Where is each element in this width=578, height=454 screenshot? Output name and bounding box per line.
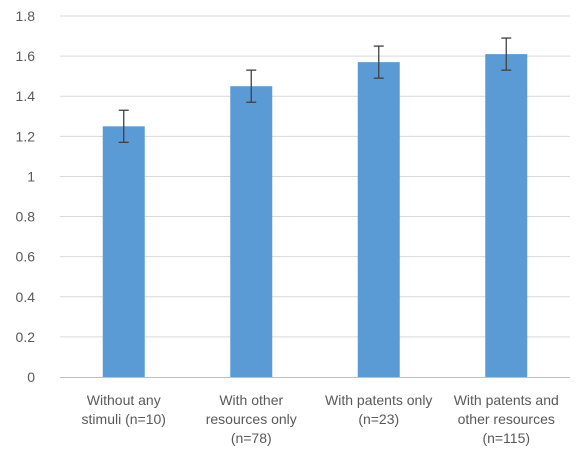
error-bar	[246, 69, 257, 103]
y-tick-label: 1.8	[16, 8, 36, 24]
x-axis-category-labels: Without any stimuli (n=10) With other resou…	[82, 392, 559, 446]
x-category-label: With patents and other resources (n=115)	[454, 392, 559, 446]
x-category-label: With other resources only (n=78)	[206, 392, 297, 446]
y-tick-label: 0.2	[16, 329, 36, 345]
y-axis-tick-labels: 0 0.2 0.4 0.6 0.8 1 1.2 1.4 1.6 1.8	[16, 8, 36, 385]
x-category-label: With patents only (n=23)	[325, 392, 432, 427]
bar	[357, 62, 400, 377]
y-tick-label: 1.4	[16, 88, 36, 104]
bars	[102, 54, 528, 377]
error-bar	[501, 37, 512, 71]
x-category-label: Without any stimuli (n=10)	[82, 392, 166, 427]
error-bar	[373, 45, 384, 79]
y-tick-label: 0.6	[16, 249, 36, 265]
y-tick-label: 1.2	[16, 128, 36, 144]
gridlines	[60, 15, 570, 338]
y-tick-label: 0.8	[16, 209, 36, 225]
bar	[485, 54, 528, 377]
y-tick-label: 0	[27, 369, 35, 385]
y-tick-label: 1.6	[16, 48, 36, 64]
bar	[230, 86, 273, 377]
y-tick-label: 1	[27, 168, 35, 184]
y-tick-label: 0.4	[16, 289, 36, 305]
bar	[102, 126, 145, 377]
error-bars	[118, 37, 512, 144]
error-bar	[118, 109, 129, 144]
